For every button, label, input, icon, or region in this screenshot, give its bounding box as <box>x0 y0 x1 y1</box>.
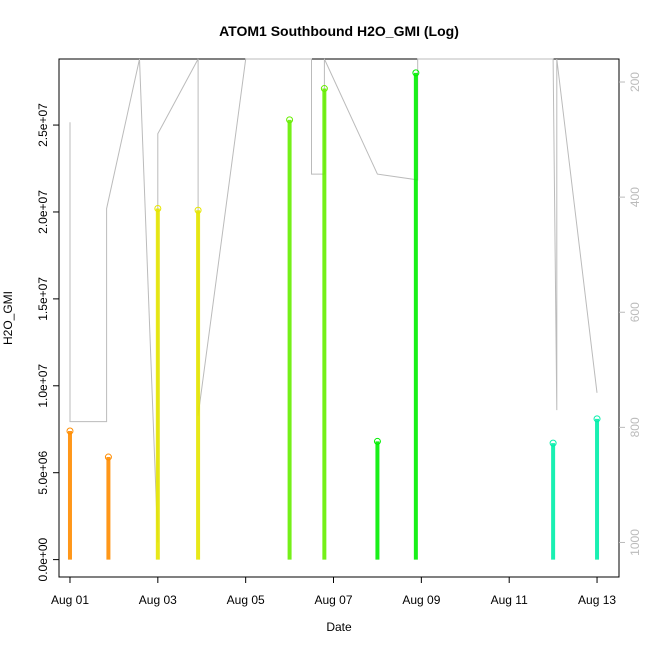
chart-title: ATOM1 Southbound H2O_GMI (Log) <box>219 23 459 39</box>
series-0 <box>66 427 112 560</box>
x-tick-label: Aug 11 <box>491 593 528 607</box>
y-tick-label: 2.5e+07 <box>36 103 50 147</box>
y-tick-label: 1.5e+07 <box>36 277 50 321</box>
y2-tick-label: 1000 <box>628 529 642 556</box>
series-3 <box>373 69 420 560</box>
data-point <box>593 415 601 423</box>
x-tick-label: Aug 01 <box>51 593 89 607</box>
data-point <box>320 85 328 93</box>
secondary-line <box>69 58 598 543</box>
x-tick-label: Aug 07 <box>314 593 352 607</box>
data-point <box>66 427 74 435</box>
y-tick-label: 5.0e+06 <box>36 451 50 495</box>
data-point <box>373 437 381 445</box>
data-point <box>412 69 420 77</box>
secondary-line-layer <box>69 58 598 543</box>
y-tick-label: 2.0e+07 <box>36 190 50 234</box>
series-2 <box>286 85 328 560</box>
y2-tick-label: 400 <box>628 187 642 207</box>
data-point <box>154 204 162 212</box>
data-point <box>194 206 202 214</box>
y-tick-label: 1.0e+07 <box>36 364 50 408</box>
data-point <box>104 453 112 461</box>
points-layer <box>66 69 601 560</box>
plot-border <box>58 58 620 578</box>
series-1 <box>154 204 202 560</box>
x-tick-label: Aug 13 <box>578 593 616 607</box>
x-axis-label: Date <box>326 620 352 634</box>
x-tick-label: Aug 05 <box>227 593 265 607</box>
series-4 <box>549 415 601 560</box>
data-point <box>549 439 557 447</box>
y-tick-label: 0.0e+00 <box>36 537 50 581</box>
axes-layer: Aug 01 Aug 03 Aug 05 Aug 07 Aug 09 Aug 11 Aug … <box>36 72 642 607</box>
y2-tick-label: 200 <box>628 72 642 92</box>
data-point <box>286 116 294 124</box>
y2-tick-label: 600 <box>628 302 642 322</box>
y2-tick-label: 800 <box>628 417 642 437</box>
x-tick-label: Aug 09 <box>402 593 440 607</box>
y-axis-label: H2O_GMI <box>1 291 15 345</box>
x-tick-label: Aug 03 <box>139 593 177 607</box>
